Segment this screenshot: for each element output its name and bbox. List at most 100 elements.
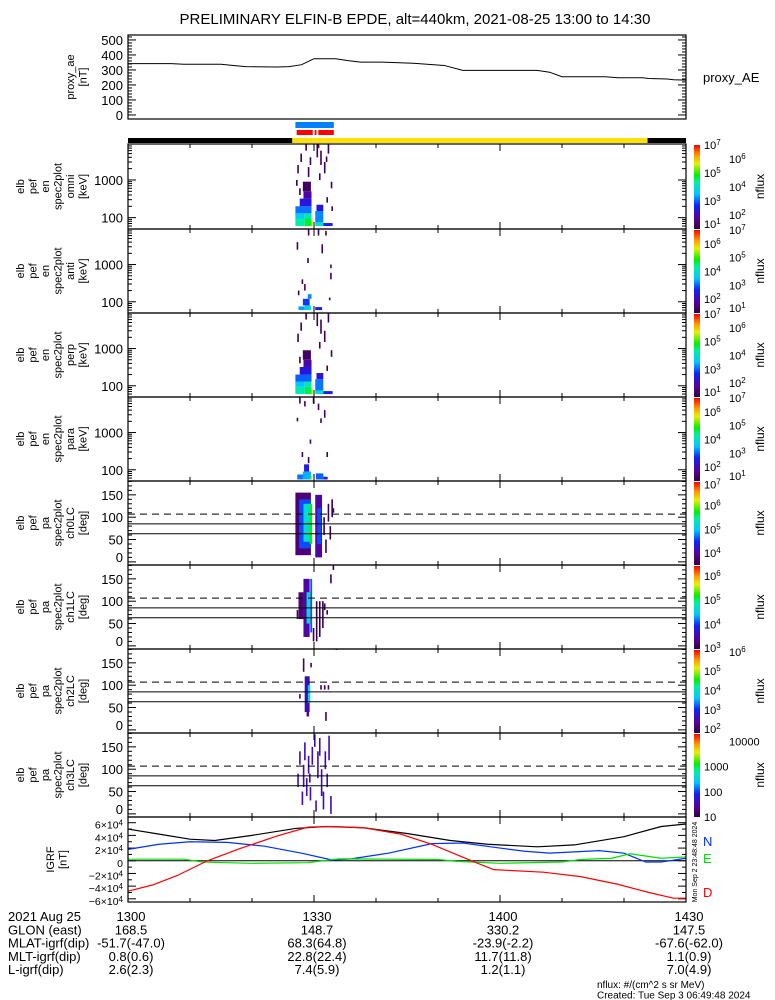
- y-tick-label: 0: [116, 802, 123, 817]
- colorbar-tick-label-exponent: 7: [716, 307, 721, 316]
- spectrogram-cell: [304, 213, 312, 219]
- spectrogram-cell: [311, 389, 313, 395]
- colorbar-tick-label: 102: [729, 376, 746, 390]
- y-axis-label-line: elb: [15, 264, 27, 279]
- igrf-y-tick-label-base: −6×10: [89, 896, 119, 908]
- colorbar-tick-label: 103: [704, 703, 721, 717]
- ae-y-tick-label: 500: [101, 33, 123, 48]
- y-axis-label-line: [deg]: [78, 511, 90, 535]
- spectrogram-cell: [307, 685, 311, 704]
- colorbar-anti: [694, 230, 700, 313]
- y-tick-label: 1000: [94, 342, 123, 357]
- igrf-legend-N: N: [703, 834, 712, 849]
- colorbar-tick-label-base: 10: [729, 280, 741, 292]
- colorbar-tick-label-exponent: 4: [716, 433, 721, 442]
- igrf-N-line: [127, 841, 687, 863]
- colorbar-tick-label-exponent: 1: [741, 301, 746, 310]
- y-axis-label-line: [keV]: [78, 258, 90, 283]
- colorbar-tick-label: 105: [704, 166, 721, 180]
- colorbar-tick-label: 107: [729, 391, 746, 405]
- spectrogram-cell: [299, 198, 312, 207]
- spectrogram-sparse-cell: [323, 603, 326, 611]
- y-axis-label-line: [keV]: [78, 342, 90, 367]
- ephemeris-value: 148.7: [301, 922, 334, 937]
- spectrogram-cell: [316, 373, 324, 380]
- spectrogram-sparse-cell: [296, 610, 299, 620]
- y-axis-label-line: [nT]: [58, 850, 70, 869]
- y-axis-label-line: proxy_ae: [65, 54, 77, 99]
- panel-ch0LC-frame: [127, 480, 687, 566]
- colorbar-tick-label: 106: [704, 237, 721, 251]
- y-axis-label-line: [keV]: [78, 174, 90, 199]
- colorbar-tick-label-base: 1000: [704, 762, 728, 774]
- spectrogram-sparse-cell: [305, 144, 307, 151]
- colorbar-tick-label-base: 10: [729, 647, 741, 659]
- proxy-ae-legend: proxy_AE: [703, 70, 760, 85]
- colorbar-tick-label: 105: [704, 664, 721, 678]
- ae-y-tick-label: 0: [116, 108, 123, 123]
- ephemeris-value: 22.8(22.4): [287, 949, 346, 964]
- spectrogram-sparse-cell: [307, 229, 310, 236]
- igrf-y-tick-label-exponent: 4: [119, 831, 124, 840]
- colorbar-tick-label: 1000: [704, 762, 728, 774]
- colorbar-tick-label-exponent: 7: [716, 138, 721, 147]
- y-tick-label: 0: [116, 718, 123, 733]
- colorbar-tick-label-exponent: 4: [716, 546, 721, 555]
- igrf-y-tick-label-base: 2×10: [95, 845, 119, 857]
- spectrogram-cell: [310, 578, 313, 633]
- spectrogram-cell: [299, 366, 312, 375]
- colorbar-tick-label-base: 10: [729, 323, 741, 335]
- y-axis-label-line: para: [65, 427, 77, 450]
- colorbar-tick-label-exponent: 6: [741, 152, 746, 161]
- spectrogram-cell: [304, 386, 312, 395]
- colorbar-tick-label-exponent: 2: [741, 376, 746, 385]
- igrf-y-tick-label: 4×104: [95, 831, 124, 844]
- spectrogram-sparse-cell: [320, 685, 322, 690]
- colorbar-tick-label-exponent: 6: [716, 405, 721, 414]
- colorbar-tick-label-exponent: 7: [716, 477, 721, 486]
- y-tick-label: 100: [101, 379, 123, 394]
- colorbar-tick-label-base: 10: [704, 724, 716, 736]
- spectrogram-cell: [311, 221, 313, 227]
- colorbar-tick-label-base: 10000: [729, 737, 760, 749]
- colorbar-tick-label: 101: [729, 469, 746, 483]
- colorbar-tick-label-exponent: 4: [741, 180, 746, 189]
- colorbar-tick-label: 104: [729, 180, 746, 194]
- spectrogram-sparse-cell: [330, 574, 332, 584]
- colorbar-tick-label-base: 10: [704, 812, 716, 824]
- y-axis-label-line: pa: [40, 768, 52, 781]
- spectrogram-sparse-cell: [320, 319, 322, 334]
- y-axis-label-line: ch3LC: [65, 759, 77, 791]
- y-tick-label: 1000: [94, 258, 123, 273]
- spectrogram-sparse-cell: [309, 773, 311, 783]
- spectrogram-cell: [302, 471, 311, 480]
- colorbar-label: nflux: [753, 510, 767, 535]
- y-axis-label-line: pef: [28, 766, 40, 782]
- y-axis-label-line: en: [40, 180, 52, 192]
- colorbar-tick-label-base: 10: [704, 479, 716, 491]
- colorbar-tick-label-exponent: 2: [716, 292, 721, 301]
- colorbar-tick-label-exponent: 6: [741, 645, 746, 654]
- y-axis-label-line: pef: [28, 682, 40, 698]
- colorbar-tick-label: 10000: [729, 737, 760, 749]
- ephemeris-value: 11.7(11.8): [474, 949, 531, 964]
- colorbar-tick-label: 104: [704, 546, 721, 560]
- colorbar-tick-label-exponent: 5: [741, 251, 746, 260]
- y-axis-label-line: pa: [40, 600, 52, 613]
- igrf-y-tick-label-exponent: 4: [119, 819, 124, 828]
- ephemeris-value: -51.7(-47.0): [97, 936, 165, 951]
- ae-y-tick-label: 200: [101, 78, 123, 93]
- ephemeris-row-label: GLON (east): [8, 922, 82, 937]
- igrf-y-tick-label-base: −2×10: [89, 870, 119, 882]
- spectrogram-sparse-cell: [314, 734, 316, 747]
- spectrogram-sparse-cell: [311, 746, 314, 765]
- colorbar-tick-label: 107: [704, 138, 721, 152]
- panel-anti-frame: [127, 228, 687, 314]
- spectrogram-sparse-cell: [320, 769, 323, 796]
- colorbar-tick-label-exponent: 2: [716, 722, 721, 731]
- spectrogram-sparse-cell: [327, 503, 330, 522]
- colorbar-tick-label: 107: [704, 307, 721, 321]
- ephemeris-value: 1300: [117, 909, 146, 924]
- spectrogram-sparse-cell: [300, 322, 302, 331]
- igrf-y-tick-label: 2×104: [95, 844, 124, 857]
